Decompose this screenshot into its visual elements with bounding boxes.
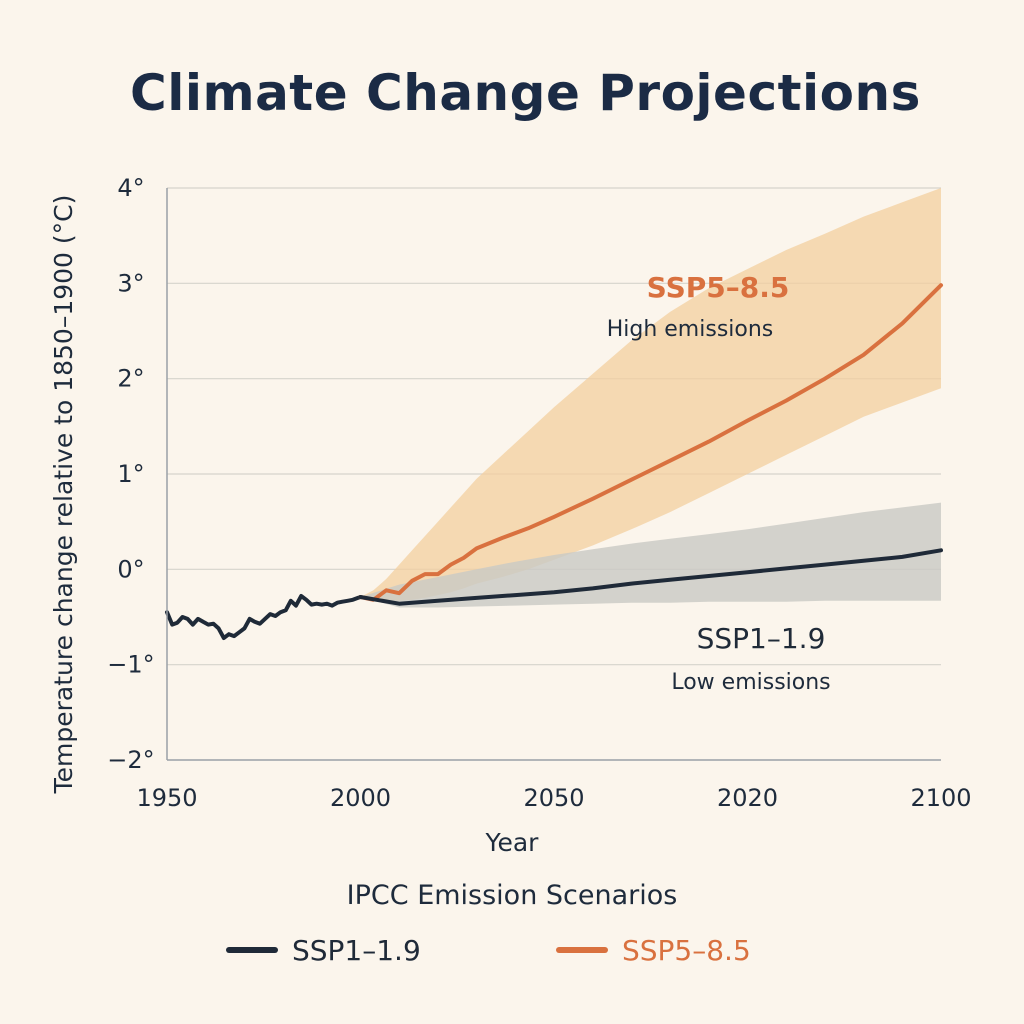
historical-line xyxy=(165,594,363,640)
y-tick-label: 2° xyxy=(117,365,144,393)
ssp119-line xyxy=(358,548,943,606)
y-tick-label: −1° xyxy=(107,651,154,679)
x-tick-label: 2050 xyxy=(523,784,584,812)
y-tick-label: 3° xyxy=(117,269,144,297)
legend-swatch-ssp119 xyxy=(226,947,278,953)
legend-label-ssp119: SSP1–1.9 xyxy=(292,933,421,967)
legend-item-ssp585: SSP5–8.5 xyxy=(556,928,751,972)
legend-label-ssp585: SSP5–8.5 xyxy=(622,933,751,967)
x-tick-label: 2100 xyxy=(910,784,971,812)
ssp585-band xyxy=(360,188,941,601)
ssp119-annotation-subtitle: Low emissions xyxy=(671,670,830,695)
x-axis-title: Year xyxy=(485,828,540,857)
series-lines xyxy=(165,283,943,640)
uncertainty-bands xyxy=(360,188,941,608)
x-tick-label: 2000 xyxy=(330,784,391,812)
y-axis-title: Temperature change relative to 1850–1900… xyxy=(49,195,78,795)
ssp585-annotation-subtitle: High emissions xyxy=(607,317,774,342)
ssp585-line xyxy=(358,283,943,602)
axes xyxy=(166,188,941,761)
y-tick-label: 4° xyxy=(117,174,144,202)
ssp119-annotation-name: SSP1–1.9 xyxy=(697,622,826,655)
y-tick-label: 1° xyxy=(117,460,144,488)
legend-title: IPCC Emission Scenarios xyxy=(346,880,678,911)
ssp119-band xyxy=(360,502,941,608)
tick-labels: 4° 3° 2° 1° 0° −1° −2° 1950 2000 2050 2020 2100 xyxy=(107,174,971,812)
x-tick-label: 1950 xyxy=(136,784,197,812)
ssp585-annotation-name: SSP5–8.5 xyxy=(647,271,790,304)
legend-swatch-ssp585 xyxy=(556,947,608,953)
x-tick-label: 2020 xyxy=(717,784,778,812)
y-tick-label: 0° xyxy=(117,555,144,583)
legend-item-ssp119: SSP1–1.9 xyxy=(226,928,421,972)
chart-title: Climate Change Projections xyxy=(130,64,921,122)
y-tick-label: −2° xyxy=(107,746,154,774)
